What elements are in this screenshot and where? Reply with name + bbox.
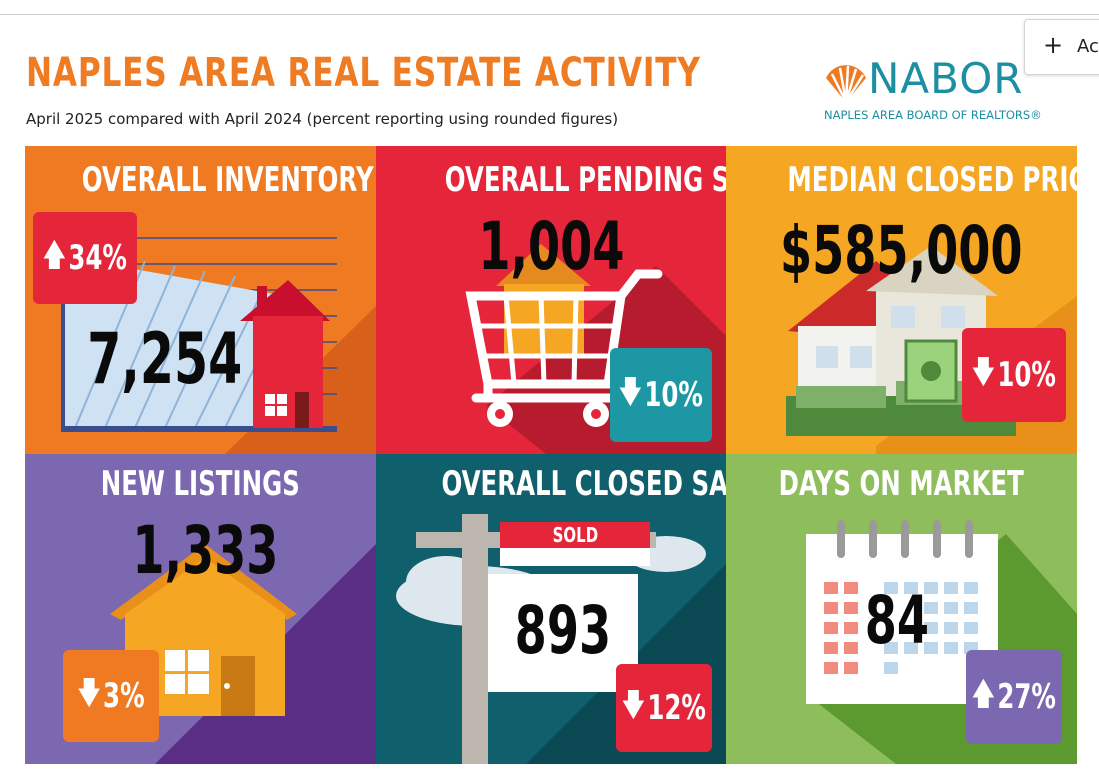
add-button-label: Ac [1077,36,1099,57]
arrow-up-icon: 🡅 [972,676,995,712]
tile-value: 7,254 [87,318,243,400]
add-button[interactable]: + Ac [1024,19,1099,75]
change-value: 27% [997,677,1056,717]
tile-value: 84 [864,582,930,659]
change-value: 10% [644,375,703,415]
tile-value: 1,004 [477,208,625,285]
tile-days-on-market: DAYS ON MARKET 84 🡅 27% [726,454,1077,764]
change-badge: 🡇 10% [610,348,712,442]
tile-value: $585,000 [779,212,1023,289]
page-title: NAPLES AREA REAL ESTATE ACTIVITY [26,50,701,96]
logo-tagline: NAPLES AREA BOARD OF REALTORS® [824,108,1042,122]
change-value: 34% [68,238,127,278]
tile-title: DAYS ON MARKET [778,464,1025,504]
tile-title: OVERALL INVENTORY [81,160,374,200]
change-badge: 🡅 34% [33,212,137,304]
nabor-logo: NABOR NAPLES AREA BOARD OF REALTORS® [822,54,1072,126]
page-subtitle: April 2025 compared with April 2024 (per… [26,110,619,128]
arrow-down-icon: 🡇 [622,687,645,723]
tile-overall-pending-sales: OVERALL PENDING SALES 1,004 🡇10% [376,146,726,454]
plus-icon: + [1043,31,1064,59]
arrow-down-icon: 🡇 [972,354,995,390]
top-divider [0,14,1099,15]
change-badge: 🡇 10% [962,328,1066,422]
tile-overall-inventory: OVERALL INVENTORY 7,254 🡅 34% [25,146,376,454]
house-icon [110,544,376,764]
tile-value: 893 [514,592,612,669]
tile-overall-closed-sales: SOLD OVERALL CLOSED SALES 893 🡇12% [376,454,726,764]
tile-new-listings: NEW LISTINGS 1,333 🡇 3% [25,454,376,764]
arrow-up-icon: 🡅 [43,237,66,273]
sold-sign-label: SOLD [500,522,650,548]
tile-median-closed-price: MEDIAN CLOSED PRICE $585,000 🡇 10% [726,146,1077,454]
logo-brand: NABOR [868,54,1024,103]
change-badge: 🡇 12% [616,664,712,752]
tile-title: NEW LISTINGS [100,464,301,504]
arrow-down-icon: 🡇 [77,675,100,711]
change-badge: 🡅 27% [966,650,1062,744]
tile-title: OVERALL PENDING SALES [444,160,726,200]
tile-value: 1,333 [131,512,279,589]
tile-title: OVERALL CLOSED SALES [441,464,726,504]
tile-title: MEDIAN CLOSED PRICE [787,160,1077,200]
change-badge: 🡇 3% [63,650,159,742]
change-value: 3% [102,676,145,716]
change-value: 10% [997,355,1056,395]
change-value: 12% [647,688,706,728]
shell-logo-icon [826,65,866,103]
arrow-down-icon: 🡇 [619,374,642,410]
